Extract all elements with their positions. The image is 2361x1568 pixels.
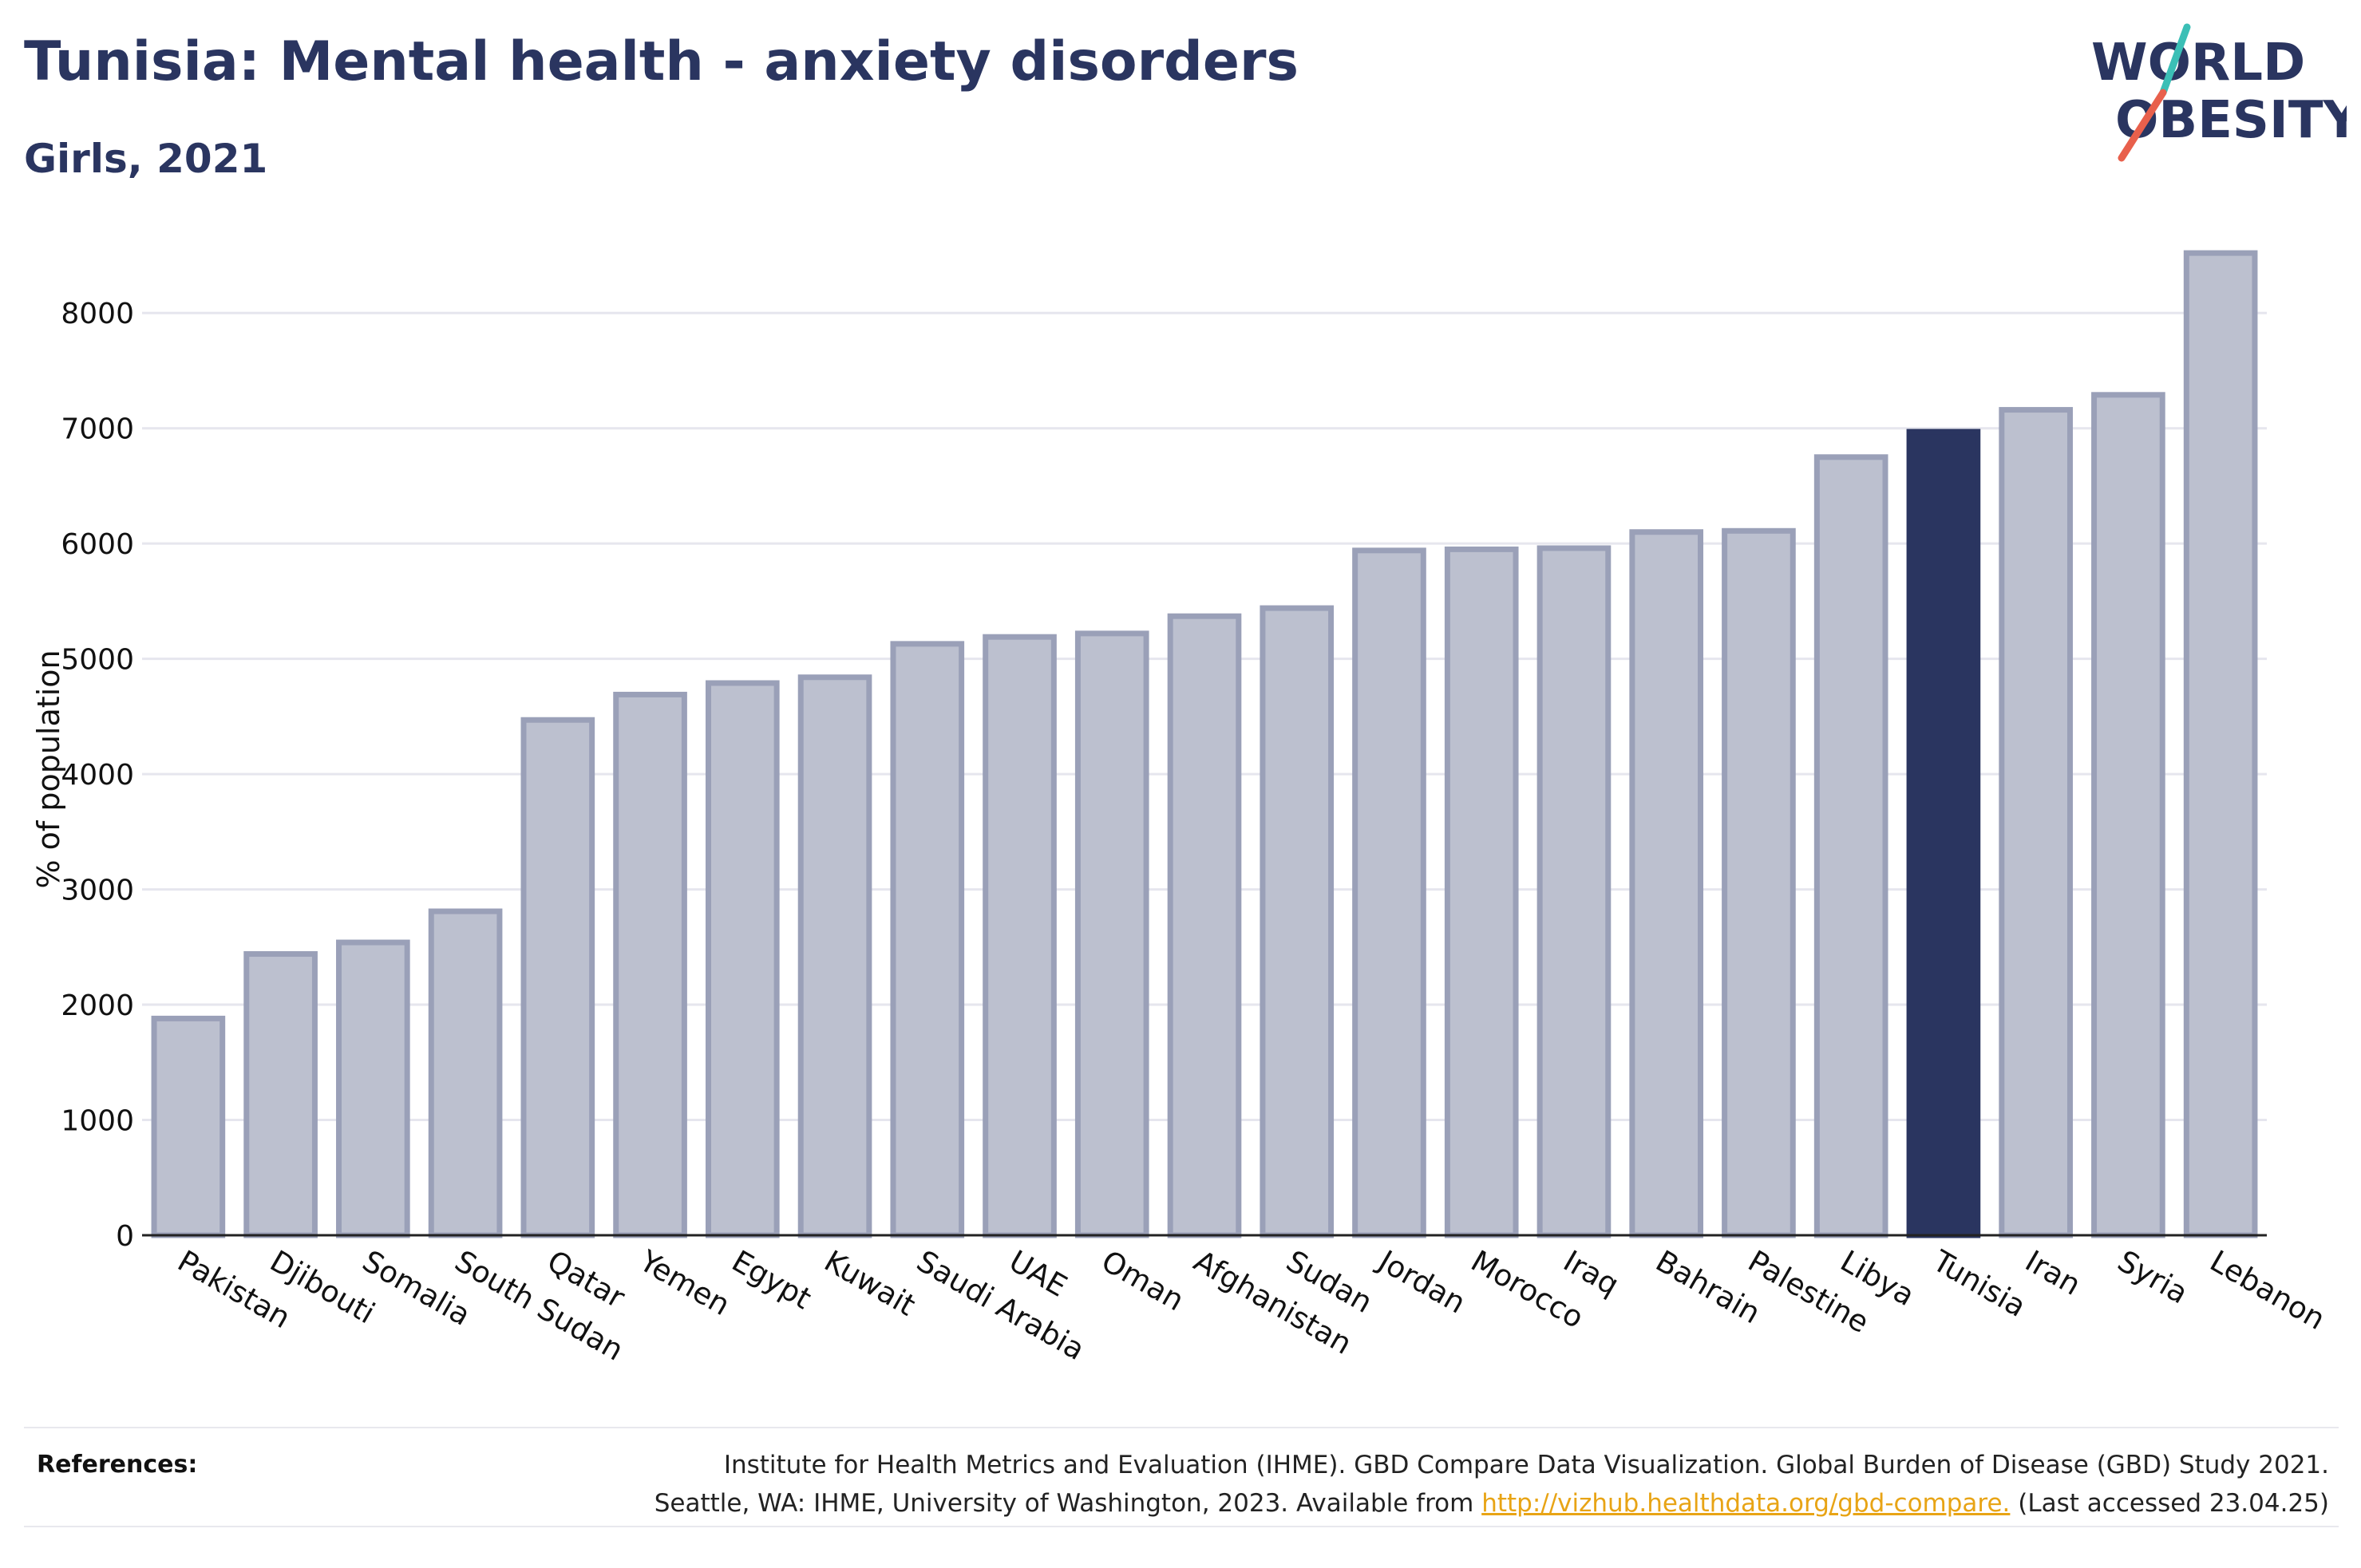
references-line-2: Seattle, WA: IHME, University of Washing… bbox=[493, 1484, 2329, 1523]
bar-lebanon bbox=[2183, 250, 2258, 1238]
y-axis-label: % of population bbox=[31, 650, 66, 888]
y-tick-label: 6000 bbox=[61, 528, 134, 561]
x-tick-label: Bahrain bbox=[1650, 1244, 1766, 1331]
y-axis-ticks: 0 1000 2000 3000 4000 5000 6000 7000 8000 bbox=[61, 298, 134, 1253]
bar-libya bbox=[1813, 454, 1888, 1238]
bar-afghanistan bbox=[1167, 613, 1242, 1238]
bar-oman bbox=[1074, 630, 1149, 1238]
bar-djibouti bbox=[243, 950, 318, 1238]
logo-slash-teal bbox=[2159, 23, 2191, 97]
bar-kuwait bbox=[797, 674, 872, 1238]
bar-bahrain bbox=[1629, 529, 1704, 1238]
bar-iran bbox=[1999, 407, 2073, 1238]
y-tick-label: 2000 bbox=[61, 989, 134, 1022]
x-tick-label: Yemen bbox=[633, 1243, 736, 1322]
references-label: References: bbox=[37, 1451, 198, 1479]
y-tick-label: 7000 bbox=[61, 413, 134, 446]
bar-sudan bbox=[1260, 605, 1335, 1238]
x-tick-label: Jordan bbox=[1371, 1243, 1471, 1321]
bar-syria bbox=[2091, 392, 2165, 1238]
y-tick-label: 5000 bbox=[61, 644, 134, 677]
references-line-2-before: Seattle, WA: IHME, University of Washing… bbox=[654, 1489, 1482, 1518]
y-tick-label: 1000 bbox=[61, 1105, 134, 1138]
references-link[interactable]: http://vizhub.healthdata.org/gbd-compare… bbox=[1481, 1489, 2011, 1518]
references-line-1: Institute for Health Metrics and Evaluat… bbox=[723, 1451, 2329, 1479]
bar-iraq bbox=[1536, 545, 1612, 1238]
bars bbox=[151, 250, 2258, 1238]
x-tick-label: Kuwait bbox=[819, 1244, 922, 1323]
logo-slash-red bbox=[2118, 89, 2167, 162]
y-tick-label: 4000 bbox=[61, 759, 134, 792]
y-tick-label: 8000 bbox=[61, 298, 134, 330]
references-divider-bottom bbox=[24, 1526, 2339, 1527]
bar-yemen bbox=[613, 691, 687, 1238]
bar-qatar bbox=[520, 717, 595, 1238]
bar-jordan bbox=[1352, 547, 1426, 1238]
x-tick-label: Egypt bbox=[726, 1244, 817, 1317]
bar-chart: 0 1000 2000 3000 4000 5000 6000 7000 8000 Pakist… bbox=[31, 250, 2331, 1368]
world-obesity-logo: WORLD OBESITY bbox=[2091, 23, 2347, 162]
bar-egypt bbox=[705, 680, 780, 1238]
bar-uae bbox=[983, 634, 1057, 1238]
references-text: Institute for Health Metrics and Evaluat… bbox=[493, 1446, 2329, 1523]
x-tick-label: Saudi Arabia bbox=[911, 1244, 1090, 1368]
x-tick-label: Tunisia bbox=[1927, 1243, 2032, 1324]
references-divider-top bbox=[24, 1427, 2339, 1428]
x-tick-label: Syria bbox=[2112, 1244, 2194, 1311]
page-title: Tunisia: Mental health - anxiety disorde… bbox=[24, 30, 1299, 93]
bar-saudi-arabia bbox=[890, 641, 965, 1238]
y-tick-label: 3000 bbox=[61, 875, 134, 907]
y-tick-label: 0 bbox=[116, 1220, 134, 1253]
x-tick-label: Lebanon bbox=[2205, 1244, 2331, 1337]
bar-palestine bbox=[1722, 527, 1796, 1238]
bar-somalia bbox=[336, 939, 410, 1238]
logo-word-world: WORLD bbox=[2091, 34, 2305, 93]
references-line-2-after: (Last accessed 23.04.25) bbox=[2010, 1489, 2329, 1518]
page-subtitle: Girls, 2021 bbox=[24, 136, 268, 182]
bar-south-sudan bbox=[428, 908, 503, 1238]
bar-pakistan bbox=[151, 1015, 226, 1238]
bar-tunisia bbox=[1906, 429, 1981, 1238]
bar-morocco bbox=[1444, 546, 1519, 1238]
x-tick-label: Oman bbox=[1096, 1244, 1190, 1318]
